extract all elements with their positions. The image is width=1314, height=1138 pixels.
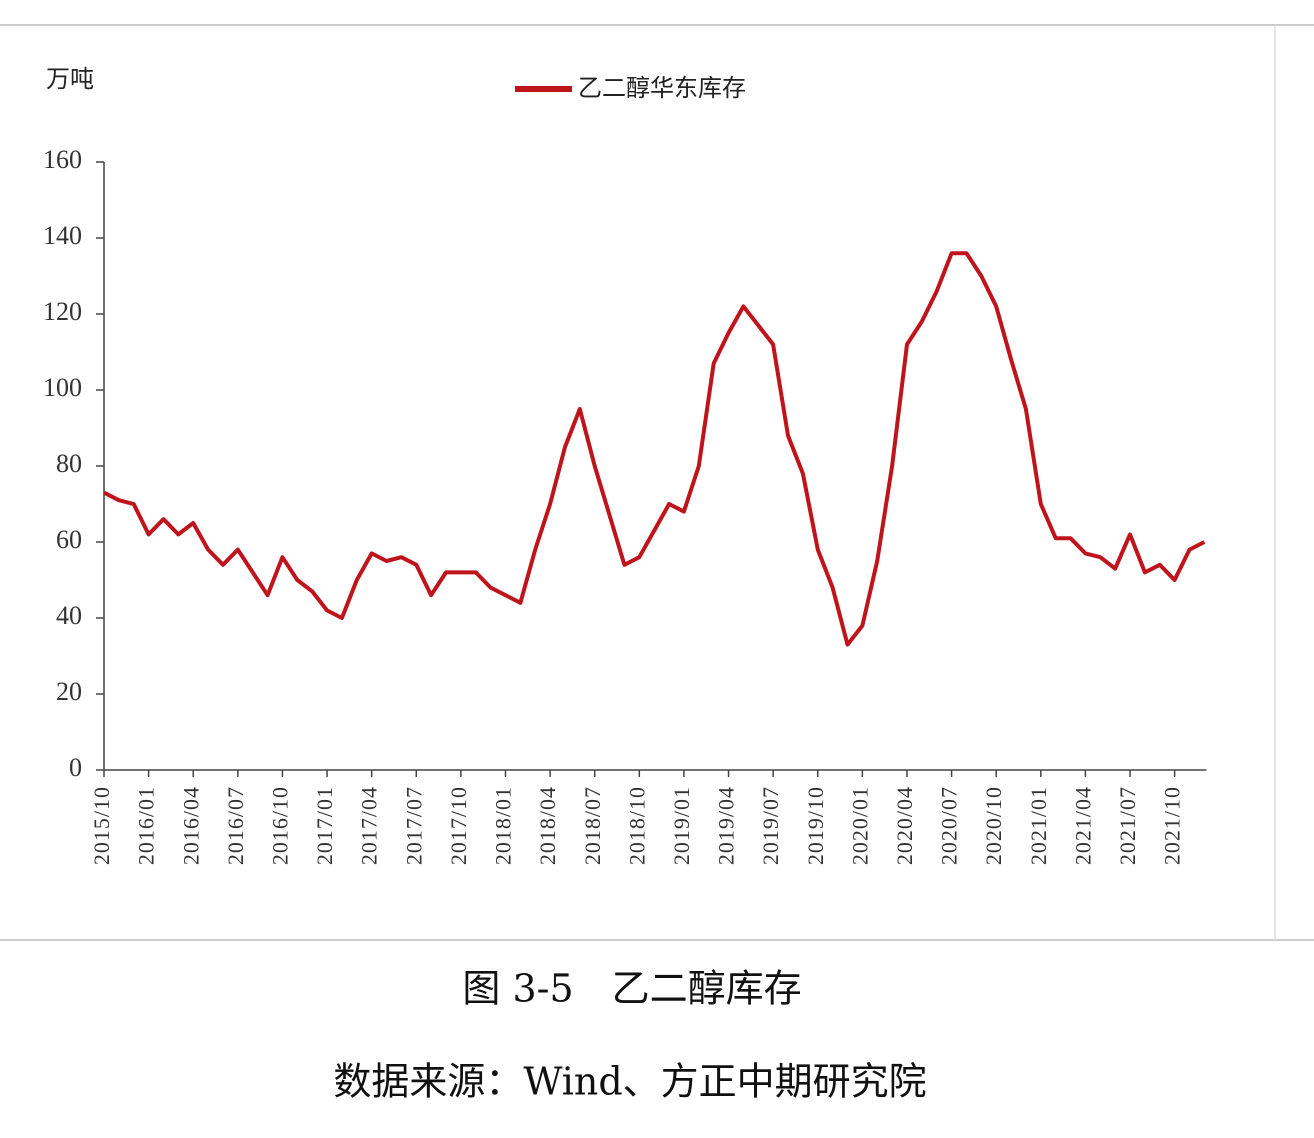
x-tick-label: 2016/07 [223,786,248,865]
x-tick-label: 2019/01 [669,786,694,865]
y-tick-label: 140 [43,221,82,250]
y-tick-label: 120 [43,297,82,326]
x-tick-label: 2018/10 [624,786,649,865]
y-tick-label: 0 [69,753,82,782]
x-tick-label: 2019/10 [803,786,828,865]
x-tick-label: 2020/01 [847,786,872,865]
x-tick-label: 2021/04 [1070,786,1095,865]
x-tick-label: 2019/07 [758,786,783,865]
x-tick-label: 2018/04 [535,786,560,865]
caption: 图 3-5 乙二醇库存 [462,967,801,1011]
x-tick-label: 2021/07 [1115,786,1140,865]
x-tick-label: 2017/04 [357,786,382,865]
x-tick-label: 2016/04 [178,786,203,865]
y-tick-label: 160 [43,145,82,174]
y-tick-label: 60 [56,525,82,554]
y-unit: 万吨 [46,65,94,93]
x-tick-label: 2019/04 [714,786,739,865]
y-tick-label: 20 [56,677,82,706]
series-line [103,251,1206,647]
x-tick-label: 2015/10 [89,786,114,865]
x-tick-label: 2016/01 [134,786,159,865]
source: 数据来源：Wind、方正中期研究院 [333,1060,926,1104]
x-tick-label: 2017/07 [401,786,426,865]
x-tick-label: 2020/07 [937,786,962,865]
x-tick-label: 2020/04 [892,786,917,865]
x-tick-label: 2021/10 [1160,786,1185,865]
y-tick-label: 40 [56,601,82,630]
x-tick-label: 2020/10 [981,786,1006,865]
y-tick-label: 80 [56,449,82,478]
y-tick-label: 100 [43,373,82,402]
x-tick-label: 2021/01 [1026,786,1051,865]
x-tick-label: 2016/10 [267,786,292,865]
x-tick-label: 2018/07 [580,786,605,865]
x-tick-label: 2017/10 [446,786,471,865]
x-tick-label: 2017/01 [312,786,337,865]
x-tick-label: 2018/01 [491,786,516,865]
legend-label: 乙二醇华东库存 [578,74,746,102]
